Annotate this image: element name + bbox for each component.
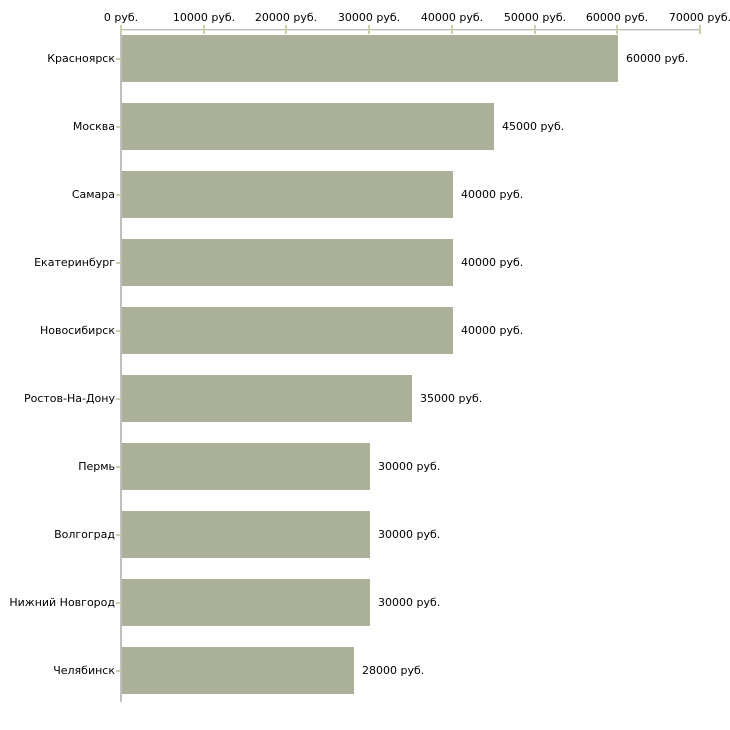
category-label: Самара: [71, 188, 115, 201]
x-axis-tick-label: 0 руб.: [103, 11, 139, 24]
category-label: Москва: [72, 120, 115, 133]
x-axis-tick: [368, 25, 370, 34]
value-label: 28000 руб.: [362, 664, 425, 677]
x-axis-tick: [699, 25, 701, 34]
x-axis-tick-label: 50000 руб.: [503, 11, 567, 24]
bar-2: [122, 103, 494, 150]
value-label: 45000 руб.: [502, 120, 565, 133]
x-axis-tick-label: 60000 руб.: [585, 11, 649, 24]
category-label: Пермь: [78, 460, 115, 473]
value-label: 40000 руб.: [461, 188, 524, 201]
value-label: 35000 руб.: [420, 392, 483, 405]
value-label: 40000 руб.: [461, 324, 524, 337]
value-label: 30000 руб.: [378, 596, 441, 609]
y-axis-tick: [116, 398, 121, 400]
x-axis-tick: [534, 25, 536, 34]
y-axis-line: [120, 29, 122, 702]
bar-3: [122, 171, 453, 218]
y-axis-tick: [116, 602, 121, 604]
y-axis-tick: [116, 194, 121, 196]
x-axis-tick: [616, 25, 618, 34]
category-label: Нижний Новгород: [9, 596, 115, 609]
x-axis-line: [120, 29, 701, 30]
value-label: 60000 руб.: [626, 52, 689, 65]
value-label: 40000 руб.: [461, 256, 524, 269]
bar-7: [122, 443, 370, 490]
x-axis-tick: [120, 25, 122, 34]
bar-4: [122, 239, 453, 286]
bar-8: [122, 511, 370, 558]
y-axis-tick: [116, 534, 121, 536]
bar-5: [122, 307, 453, 354]
y-axis-tick: [116, 262, 121, 264]
x-axis-tick: [451, 25, 453, 34]
category-label: Волгоград: [54, 528, 115, 541]
bar-10: [122, 647, 354, 694]
x-axis-tick-label: 40000 руб.: [420, 11, 484, 24]
y-axis-tick: [116, 670, 121, 672]
bar-6: [122, 375, 412, 422]
y-axis-tick: [116, 330, 121, 332]
x-axis-tick-label: 10000 руб.: [172, 11, 236, 24]
value-label: 30000 руб.: [378, 528, 441, 541]
value-label: 30000 руб.: [378, 460, 441, 473]
x-axis-tick-label: 30000 руб.: [337, 11, 401, 24]
x-axis-tick-label: 20000 руб.: [254, 11, 318, 24]
y-axis-tick: [116, 126, 121, 128]
x-axis-tick: [203, 25, 205, 34]
category-label: Новосибирск: [39, 324, 115, 337]
category-label: Челябинск: [53, 664, 115, 677]
bar-9: [122, 579, 370, 626]
x-axis-tick-label: 70000 руб.: [668, 11, 730, 24]
category-label: Екатеринбург: [34, 256, 115, 269]
bar-1: [122, 35, 618, 82]
x-axis-tick: [285, 25, 287, 34]
category-label: Ростов-На-Дону: [23, 392, 115, 405]
category-label: Красноярск: [47, 52, 115, 65]
y-axis-tick: [116, 466, 121, 468]
x-axis-shadow-line: [120, 30, 701, 31]
y-axis-tick: [116, 58, 121, 60]
